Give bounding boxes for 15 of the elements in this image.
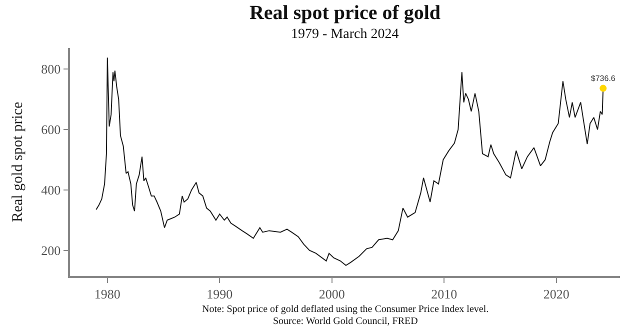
y-tick-label: 600 — [41, 122, 61, 138]
chart-title: Real spot price of gold — [249, 2, 441, 24]
text: Note: Spot price of gold deflated using the Consumer Price Index level. — [202, 304, 489, 315]
y-tick-label: 200 — [41, 242, 61, 258]
data-label: $736.6 — [590, 74, 616, 83]
y-tick-label: 400 — [41, 182, 61, 198]
source-note: Source: World Gold Council, FRED — [273, 316, 418, 327]
y-tick-label: 800 — [41, 62, 61, 77]
x-tick-label: 1980 — [94, 286, 120, 302]
chart-subtitle: 1979 - March 2024 — [291, 27, 399, 42]
x-tick-label: 2010 — [431, 286, 458, 302]
x-tick-label: 1990 — [206, 286, 233, 302]
y-axis-title: Real gold spot price — [10, 101, 26, 222]
x-tick-label: 2020 — [543, 286, 570, 302]
x-tick-label: 2000 — [318, 286, 345, 302]
